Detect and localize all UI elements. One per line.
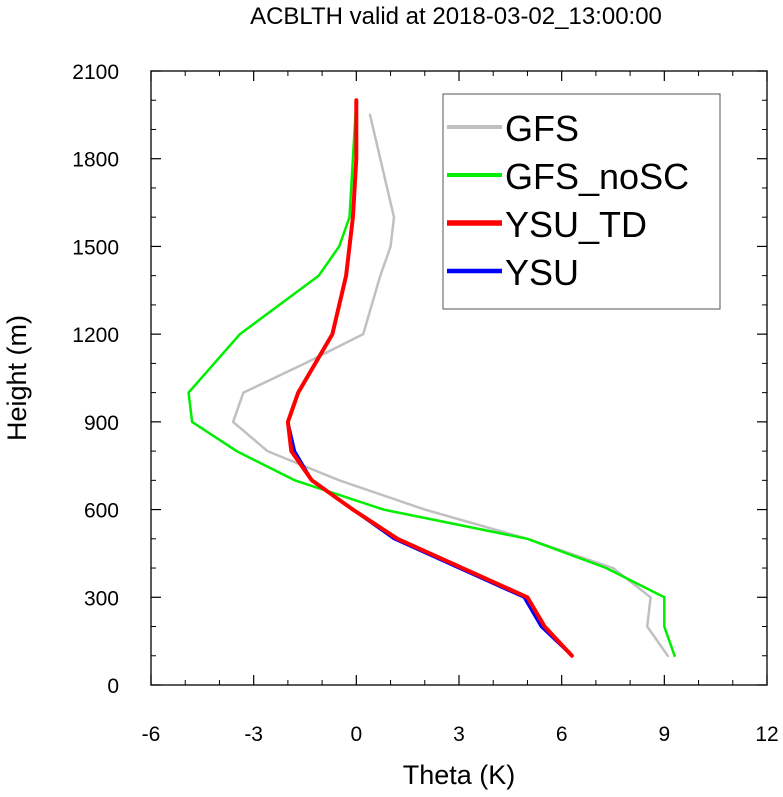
y-tick-label: 300 (84, 587, 119, 610)
chart-title: ACBLTH valid at 2018-03-02_13:00:00 (250, 3, 662, 30)
y-tick-label: 1800 (72, 149, 119, 172)
y-tick-label: 1500 (72, 236, 119, 259)
y-tick-label: 1200 (72, 324, 119, 347)
series-line-gfs-nosc (187, 98, 676, 658)
x-tick-label: -6 (142, 723, 161, 746)
axes: -6 -3 0 3 6 9 12 0 300 600 900 1200 1500 1800 2100 (72, 61, 778, 746)
y-tick-label: 600 (84, 500, 119, 523)
y-tick-label: 0 (107, 675, 119, 698)
y-tick-label: 2100 (72, 61, 119, 84)
x-tick-label: 3 (453, 723, 465, 746)
series-line-gfs (231, 113, 670, 658)
legend-label-ysu-td: YSU_TD (505, 204, 647, 245)
series-layer (187, 98, 676, 658)
x-tick-label: 12 (755, 723, 778, 746)
x-tick-label: 9 (658, 723, 670, 746)
legend-label-gfs: GFS (505, 108, 579, 149)
y-tick-label: 900 (84, 412, 119, 435)
legend-label-ysu: YSU (505, 252, 579, 293)
x-tick-label: 0 (350, 723, 362, 746)
series-line-ysu-td (285, 98, 574, 658)
legend-label-gfs-nosc: GFS_noSC (505, 156, 689, 197)
legend: GFS GFS_noSC YSU_TD YSU (442, 93, 721, 310)
y-axis-label: Height (m) (2, 315, 32, 441)
x-axis-label: Theta (K) (403, 760, 516, 790)
x-tick-label: -3 (244, 723, 263, 746)
x-tick-label: 6 (556, 723, 568, 746)
